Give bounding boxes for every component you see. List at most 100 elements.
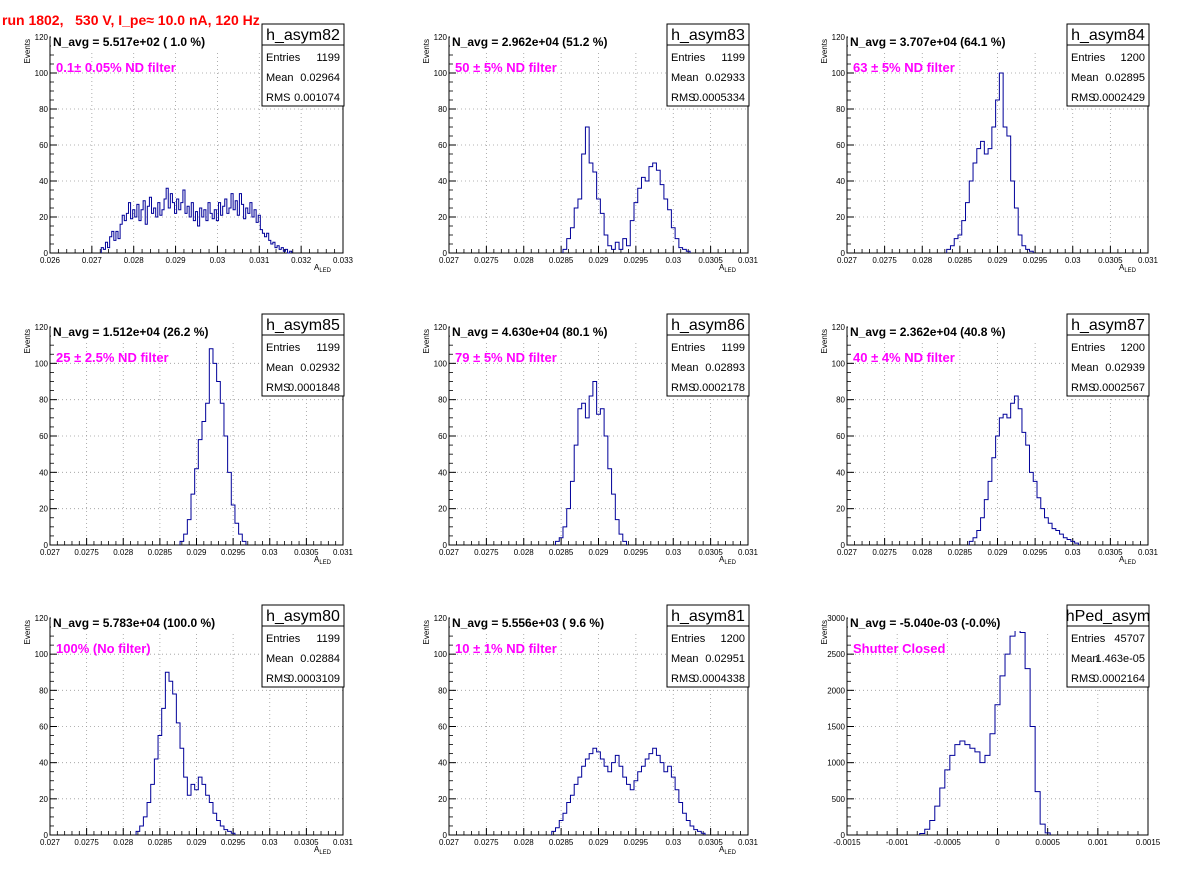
stats-value: 0.02893 <box>705 362 745 374</box>
y-tick-label: 100 <box>434 359 448 368</box>
x-tick-label: 0.001 <box>1088 838 1109 847</box>
x-tick-label: 0.028 <box>912 256 933 265</box>
y-tick-label: 20 <box>438 213 447 222</box>
n-avg-background <box>848 324 1068 340</box>
x-tick-label: 0.0275 <box>474 838 499 847</box>
y-tick-label: 60 <box>836 141 845 150</box>
n-avg-background <box>51 324 271 340</box>
x-tick-label: 0.029 <box>987 548 1008 557</box>
y-tick-label: 100 <box>35 650 49 659</box>
y-tick-label: 20 <box>39 795 48 804</box>
stats-label: Mean <box>1071 72 1099 84</box>
filter-annotation: 50 ± 5% ND filter <box>455 60 557 75</box>
y-tick-label: 80 <box>438 396 447 405</box>
stats-value: 0.02939 <box>1105 362 1145 374</box>
y-axis-title: Events <box>820 620 829 644</box>
stats-label: RMS <box>266 92 290 104</box>
x-tick-label: 0.031 <box>333 548 354 557</box>
stats-label: Mean <box>266 72 294 84</box>
x-tick-label: 0.0295 <box>624 548 649 557</box>
stats-label: RMS <box>266 382 290 394</box>
x-tick-label: 0.027 <box>439 256 460 265</box>
y-tick-label: 120 <box>832 33 846 42</box>
n-avg-label: N_avg = 4.630e+04 (80.1 %) <box>452 325 607 339</box>
x-tick-label: 0.0295 <box>221 838 246 847</box>
x-tick-label: 0.031 <box>249 256 270 265</box>
stats-value: 0.0003109 <box>288 673 340 685</box>
y-axis-title: Events <box>422 620 431 644</box>
n-avg-background <box>450 324 670 340</box>
x-tick-label: 0.03 <box>1065 256 1081 265</box>
histogram-name: hPed_asym <box>1066 608 1151 625</box>
y-tick-label: 120 <box>434 323 448 332</box>
x-tick-label: 0.027 <box>439 548 460 557</box>
histogram-series <box>968 395 1079 545</box>
n-avg-label: N_avg = 5.517e+02 ( 1.0 %) <box>53 35 205 49</box>
n-avg-label: N_avg = 5.783e+04 (100.0 %) <box>53 616 215 630</box>
stats-label: Entries <box>671 342 706 354</box>
x-tick-label: 0.0275 <box>74 548 99 557</box>
x-tick-label: 0.028 <box>514 548 535 557</box>
y-tick-label: 20 <box>836 213 845 222</box>
y-axis-title: Events <box>820 39 829 63</box>
stats-value: 0.02933 <box>705 72 745 84</box>
y-tick-label: 0 <box>44 831 49 840</box>
stats-label: Mean <box>1071 362 1099 374</box>
y-tick-label: 0 <box>841 249 846 258</box>
stats-label: Mean <box>671 653 699 665</box>
stats-value: 0.02964 <box>300 72 340 84</box>
y-axis-title: Events <box>422 39 431 63</box>
histogram-panel-h_asym86: 0.027 0.0275 0.028 0.0285 0.029 0.0295 0.03 0.0… <box>422 313 759 566</box>
y-tick-label: 80 <box>39 686 48 695</box>
x-tick-label: 0.028 <box>514 838 535 847</box>
y-axis-title: Events <box>422 329 431 353</box>
x-tick-label: 0.028 <box>113 838 134 847</box>
x-tick-label: 0.031 <box>1138 256 1159 265</box>
y-tick-label: 80 <box>438 105 447 114</box>
y-tick-label: 2500 <box>827 650 845 659</box>
x-tick-label: 0.0295 <box>624 838 649 847</box>
n-avg-label: N_avg = 2.962e+04 (51.2 %) <box>452 35 607 49</box>
y-tick-label: 40 <box>836 177 845 186</box>
histogram-name: h_asym86 <box>671 317 745 334</box>
stats-box <box>261 313 345 397</box>
histogram-panel-h_asym81: 0.027 0.0275 0.028 0.0285 0.029 0.0295 0.03 0.0… <box>422 604 759 856</box>
histogram-series <box>946 72 1034 253</box>
histogram-series <box>100 187 293 254</box>
y-tick-label: 80 <box>39 105 48 114</box>
y-tick-label: 500 <box>832 795 846 804</box>
y-tick-label: 3000 <box>827 614 845 623</box>
stats-value: 1200 <box>1121 342 1145 354</box>
stats-label: Mean <box>266 653 294 665</box>
y-axis-title: Events <box>23 39 32 63</box>
histogram-series <box>562 126 691 253</box>
x-tick-label: 0.029 <box>588 256 609 265</box>
x-tick-label: 0.027 <box>837 256 858 265</box>
x-tick-label: 0.03 <box>665 256 681 265</box>
filter-annotation: 10 ± 1% ND filter <box>455 641 557 656</box>
y-tick-label: 0 <box>443 541 448 550</box>
y-tick-label: 20 <box>39 505 48 514</box>
histogram-name: h_asym84 <box>1071 27 1145 44</box>
y-tick-label: 100 <box>35 69 49 78</box>
y-tick-label: 20 <box>39 213 48 222</box>
x-tick-label: 0.031 <box>333 838 354 847</box>
histogram-series <box>555 381 628 545</box>
x-tick-label: 0.029 <box>166 256 187 265</box>
stats-label: RMS <box>671 382 695 394</box>
y-axis-title: Events <box>23 329 32 353</box>
y-tick-label: 120 <box>434 614 448 623</box>
x-tick-label: 0.0305 <box>294 838 319 847</box>
stats-box <box>666 313 750 397</box>
y-tick-label: 120 <box>35 614 49 623</box>
x-tick-label: 0 <box>995 838 1000 847</box>
y-tick-label: 0 <box>841 541 846 550</box>
y-axis-title: Events <box>23 620 32 644</box>
x-tick-label: 0.031 <box>1138 548 1159 557</box>
histogram-panel-h_asym84: 0.027 0.0275 0.028 0.0285 0.029 0.0295 0.03 0.0… <box>820 23 1159 274</box>
x-tick-label: 0.0285 <box>549 838 574 847</box>
y-tick-label: 20 <box>438 505 447 514</box>
y-tick-label: 80 <box>39 396 48 405</box>
x-tick-label: 0.0295 <box>221 548 246 557</box>
